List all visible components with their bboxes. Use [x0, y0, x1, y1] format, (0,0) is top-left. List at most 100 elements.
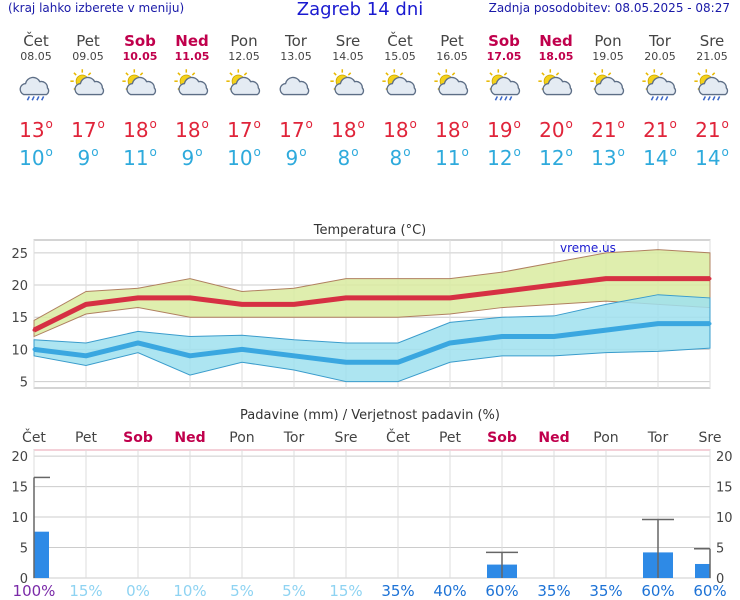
y-tick-label: 15	[11, 481, 28, 496]
sun-cloud-icon	[536, 68, 576, 102]
max-temp-point	[84, 302, 88, 306]
min-temp: 10o	[227, 145, 261, 170]
y-tick-label-right: 5	[716, 542, 724, 557]
forecast-day: Sob 17.05 19o 12o	[478, 32, 530, 170]
precip-probability: 40%	[433, 582, 466, 600]
max-temp-point	[240, 302, 244, 306]
cloud-icon	[276, 68, 316, 102]
precip-bar	[695, 563, 710, 578]
x-tick-label: Ned	[538, 430, 569, 446]
y-tick-label: 10	[11, 343, 28, 358]
max-temp: 21o	[591, 117, 625, 142]
forecast-day: Sre 14.05 18o 8o	[322, 32, 374, 170]
precip-probability: 10%	[173, 582, 206, 600]
forecast-day: Tor 20.05 21o 14o	[634, 32, 686, 170]
sun-cloud-icon	[120, 68, 160, 102]
y-tick-label: 5	[20, 376, 28, 391]
max-temp-point	[552, 283, 556, 287]
precip-probability: 60%	[693, 582, 726, 600]
menu-hint: (kraj lahko izberete v meniju)	[8, 1, 185, 15]
y-tick-label: 0	[20, 572, 28, 587]
precip-probability: 35%	[589, 582, 622, 600]
day-date: 18.05	[538, 50, 574, 63]
sun-cloud-icon	[172, 68, 212, 102]
min-temp: 12o	[539, 145, 573, 170]
x-tick-label: Sre	[699, 430, 722, 446]
min-temp: 9o	[285, 145, 307, 170]
precip-probability: 35%	[381, 582, 414, 600]
y-tick-label-right: 20	[716, 450, 733, 465]
day-date: 14.05	[332, 50, 364, 63]
max-temp-point	[344, 296, 348, 300]
max-temp: 20o	[539, 117, 573, 142]
forecast-day: Čet 08.05 13o 10o	[10, 32, 62, 170]
min-temp-line	[33, 321, 710, 365]
forecast-day: Ned 11.05 18o 9o	[166, 32, 218, 170]
day-date: 17.05	[486, 50, 522, 63]
min-temp: 13o	[591, 145, 625, 170]
y-tick-label: 20	[11, 279, 28, 294]
precip-probability: 15%	[69, 582, 102, 600]
max-temp-point	[656, 277, 660, 281]
min-temp-point	[396, 360, 400, 364]
min-temp-point	[240, 347, 244, 351]
forecast-day: Sob 10.05 18o 11o	[114, 32, 166, 170]
sun-cloud-icon	[588, 68, 628, 102]
min-temp: 11o	[435, 145, 469, 170]
max-temp-point	[292, 302, 296, 306]
min-temp-point	[500, 335, 504, 339]
precip-probability: 60%	[641, 582, 674, 600]
y-tick-label-right: 10	[716, 511, 733, 526]
day-name: Tor	[285, 32, 307, 50]
last-updated: Zadnja posodobitev: 08.05.2025 - 08:27	[488, 1, 730, 15]
x-tick-label: Pet	[75, 430, 98, 446]
precipitation-chart: Padavine (mm) / Verjetnost padavin (%) Če…	[11, 408, 733, 600]
y-tick-label-right: 15	[716, 481, 733, 496]
day-name: Tor	[649, 32, 671, 50]
min-temp: 9o	[181, 145, 203, 170]
y-tick-label: 25	[11, 247, 28, 262]
sun-cloud-rain-icon	[692, 68, 732, 102]
min-temp: 11o	[123, 145, 157, 170]
max-temp: 18o	[435, 117, 469, 142]
forecast-day: Sre 21.05 21o 14o	[686, 32, 738, 170]
min-temp-point	[292, 354, 296, 358]
day-name: Pon	[230, 32, 258, 50]
precip-probability: 5%	[230, 582, 254, 600]
forecast-day: Pon 12.05 17o 10o	[218, 32, 270, 170]
day-name: Čet	[23, 32, 49, 50]
min-temp-point	[708, 322, 712, 326]
temperature-chart: Temperatura (°C) 5 10 15 20 25 vreme.us	[11, 223, 712, 391]
day-name: Sre	[699, 32, 725, 50]
sun-cloud-icon	[68, 68, 108, 102]
day-date: 16.05	[436, 50, 468, 63]
x-tick-label: Ned	[174, 430, 205, 446]
max-temp: 17o	[279, 117, 313, 142]
max-temp-point	[604, 277, 608, 281]
y-tick-label: 20	[11, 450, 28, 465]
sun-cloud-icon	[224, 68, 264, 102]
max-temp: 17o	[71, 117, 105, 142]
sun-cloud-icon	[380, 68, 420, 102]
min-temp: 10o	[19, 145, 53, 170]
day-name: Pet	[76, 32, 100, 50]
max-temp: 17o	[227, 117, 261, 142]
sun-cloud-rain-icon	[484, 68, 524, 102]
day-date: 15.05	[384, 50, 416, 63]
max-temp-point	[448, 296, 452, 300]
max-temp: 21o	[643, 117, 677, 142]
precip-probability: 100%	[13, 582, 56, 600]
precip-probability: 5%	[282, 582, 306, 600]
max-temp-point	[136, 296, 140, 300]
min-temp-point	[604, 328, 608, 332]
min-temp-point	[84, 354, 88, 358]
forecast-day: Tor 13.05 17o 9o	[270, 32, 322, 170]
day-date: 19.05	[592, 50, 624, 63]
day-date: 13.05	[280, 50, 312, 63]
min-temp-point	[344, 360, 348, 364]
page-title: Zagreb 14 dni	[296, 0, 424, 20]
y-tick-label: 10	[11, 511, 28, 526]
day-name: Pon	[594, 32, 622, 50]
x-tick-label: Sob	[123, 430, 153, 446]
max-temp: 18o	[331, 117, 365, 142]
